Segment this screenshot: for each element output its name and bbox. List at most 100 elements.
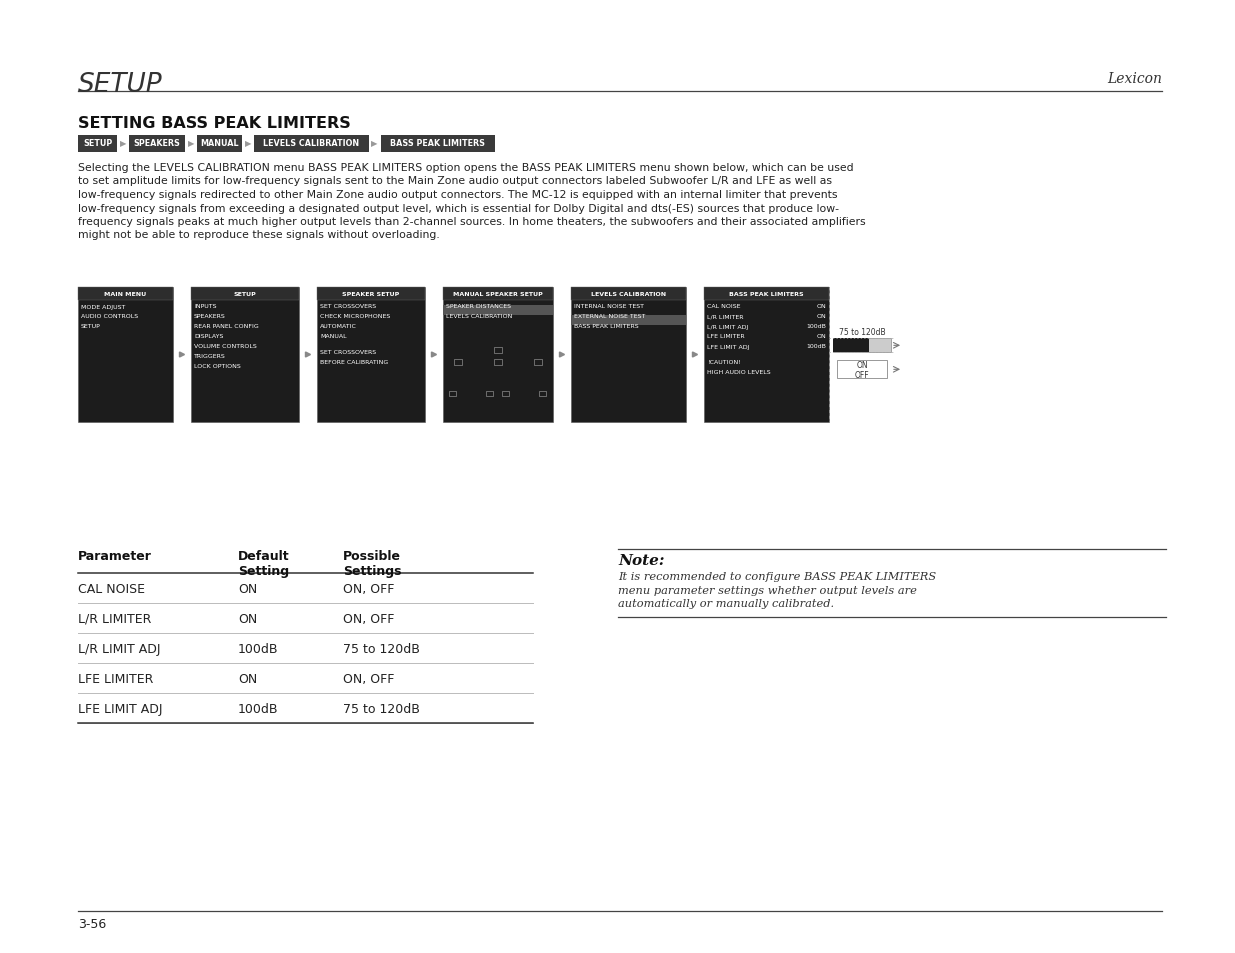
Text: ON: ON — [816, 304, 826, 309]
Text: MAIN MENU: MAIN MENU — [105, 292, 147, 296]
Text: ON, OFF: ON, OFF — [343, 613, 394, 625]
Text: 100dB: 100dB — [806, 344, 826, 349]
Text: REAR PANEL CONFIG: REAR PANEL CONFIG — [194, 324, 259, 329]
Bar — [534, 360, 542, 366]
Polygon shape — [305, 353, 310, 357]
Text: might not be able to reproduce these signals without overloading.: might not be able to reproduce these sig… — [78, 231, 440, 240]
Bar — [317, 288, 425, 422]
Text: ▶: ▶ — [372, 139, 378, 149]
Text: SETUP: SETUP — [82, 324, 101, 329]
Text: CHECK MICROPHONES: CHECK MICROPHONES — [320, 314, 390, 319]
Text: SET CROSSOVERS: SET CROSSOVERS — [320, 304, 377, 309]
Polygon shape — [431, 353, 436, 357]
Text: LFE LIMITER: LFE LIMITER — [78, 672, 153, 685]
Text: to set amplitude limits for low-frequency signals sent to the Main Zone audio ou: to set amplitude limits for low-frequenc… — [78, 176, 832, 186]
Text: SETUP: SETUP — [233, 292, 257, 296]
Text: MODE ADJUST: MODE ADJUST — [82, 304, 126, 309]
Text: Lexicon: Lexicon — [1107, 71, 1162, 86]
Text: EXTERNAL NOISE TEST: EXTERNAL NOISE TEST — [574, 314, 646, 319]
Bar — [571, 288, 685, 422]
Bar — [317, 288, 425, 301]
Text: Selecting the LEVELS CALIBRATION menu BASS PEAK LIMITERS option opens the BASS P: Selecting the LEVELS CALIBRATION menu BA… — [78, 163, 853, 172]
Text: LFE LIMIT ADJ: LFE LIMIT ADJ — [78, 702, 163, 716]
Text: BASS PEAK LIMITERS: BASS PEAK LIMITERS — [729, 292, 804, 296]
Text: CAL NOISE: CAL NOISE — [78, 582, 144, 596]
Bar — [494, 360, 501, 366]
Bar — [571, 315, 685, 326]
Text: LEVELS CALIBRATION: LEVELS CALIBRATION — [590, 292, 666, 296]
Text: 100dB: 100dB — [806, 324, 826, 329]
Bar — [837, 361, 887, 379]
Text: SETUP: SETUP — [78, 71, 163, 98]
Text: SETUP: SETUP — [83, 139, 112, 149]
Bar — [78, 288, 173, 422]
Bar — [128, 135, 185, 152]
Text: 100dB: 100dB — [238, 642, 279, 656]
Text: SPEAKER SETUP: SPEAKER SETUP — [342, 292, 400, 296]
Bar — [501, 392, 509, 396]
Bar — [704, 288, 829, 301]
Text: LEVELS CALIBRATION: LEVELS CALIBRATION — [446, 314, 513, 319]
Bar — [571, 288, 685, 301]
Text: BASS PEAK LIMITERS: BASS PEAK LIMITERS — [390, 139, 485, 149]
Text: ON: ON — [816, 335, 826, 339]
Text: L/R LIMIT ADJ: L/R LIMIT ADJ — [78, 642, 161, 656]
Polygon shape — [559, 353, 564, 357]
Bar — [832, 339, 890, 353]
Text: menu parameter settings whether output levels are: menu parameter settings whether output l… — [618, 585, 916, 595]
Text: ▶: ▶ — [245, 139, 252, 149]
Bar — [832, 339, 869, 353]
Text: HIGH AUDIO LEVELS: HIGH AUDIO LEVELS — [706, 369, 771, 375]
Polygon shape — [693, 353, 698, 357]
Bar — [454, 360, 462, 366]
Text: L/R LIMITER: L/R LIMITER — [706, 314, 743, 319]
Text: BEFORE CALIBRATING: BEFORE CALIBRATING — [320, 359, 388, 364]
Text: Default
Setting: Default Setting — [238, 550, 290, 578]
Text: 75 to 120dB: 75 to 120dB — [839, 328, 885, 337]
Text: INPUTS: INPUTS — [194, 304, 216, 309]
Text: It is recommended to configure BASS PEAK LIMITERS: It is recommended to configure BASS PEAK… — [618, 572, 936, 581]
Text: MANUAL: MANUAL — [320, 335, 347, 339]
Text: L/R LIMIT ADJ: L/R LIMIT ADJ — [706, 324, 748, 329]
Bar — [78, 135, 117, 152]
Bar — [494, 348, 501, 354]
Text: ▶: ▶ — [120, 139, 126, 149]
Text: 75 to 120dB: 75 to 120dB — [343, 642, 420, 656]
Text: DISPLAYS: DISPLAYS — [194, 335, 224, 339]
Bar — [487, 392, 493, 396]
Text: SPEAKER DISTANCES: SPEAKER DISTANCES — [446, 304, 511, 309]
Text: automatically or manually calibrated.: automatically or manually calibrated. — [618, 598, 834, 608]
Bar — [443, 288, 553, 301]
Text: frequency signals peaks at much higher output levels than 2-channel sources. In : frequency signals peaks at much higher o… — [78, 216, 866, 227]
Text: LFE LIMIT ADJ: LFE LIMIT ADJ — [706, 344, 750, 349]
Bar — [380, 135, 495, 152]
Text: low-frequency signals redirected to other Main Zone audio output connectors. The: low-frequency signals redirected to othe… — [78, 190, 837, 200]
Text: MANUAL SPEAKER SETUP: MANUAL SPEAKER SETUP — [453, 292, 543, 296]
Text: MANUAL: MANUAL — [200, 139, 240, 149]
Text: LOCK OPTIONS: LOCK OPTIONS — [194, 364, 241, 369]
Bar — [191, 288, 299, 422]
Bar — [78, 288, 173, 301]
Text: Parameter: Parameter — [78, 550, 152, 562]
Bar — [443, 306, 553, 315]
Text: 75 to 120dB: 75 to 120dB — [343, 702, 420, 716]
Bar — [538, 392, 546, 396]
Text: !CAUTION!: !CAUTION! — [706, 359, 741, 364]
Bar — [450, 392, 456, 396]
Polygon shape — [179, 353, 184, 357]
Text: SETTING BASS PEAK LIMITERS: SETTING BASS PEAK LIMITERS — [78, 116, 351, 131]
Text: ON: ON — [816, 314, 826, 319]
Text: LFE LIMITER: LFE LIMITER — [706, 335, 745, 339]
Text: CAL NOISE: CAL NOISE — [706, 304, 741, 309]
Text: ON, OFF: ON, OFF — [343, 582, 394, 596]
Text: ON: ON — [238, 613, 257, 625]
Text: ON: ON — [238, 672, 257, 685]
Text: ON: ON — [238, 582, 257, 596]
Bar — [254, 135, 368, 152]
Text: low-frequency signals from exceeding a designated output level, which is essenti: low-frequency signals from exceeding a d… — [78, 203, 839, 213]
Text: BASS PEAK LIMITERS: BASS PEAK LIMITERS — [574, 324, 638, 329]
Text: VOLUME CONTROLS: VOLUME CONTROLS — [194, 344, 257, 349]
Text: Note:: Note: — [618, 554, 664, 567]
Bar — [443, 288, 553, 422]
Text: INTERNAL NOISE TEST: INTERNAL NOISE TEST — [574, 304, 643, 309]
